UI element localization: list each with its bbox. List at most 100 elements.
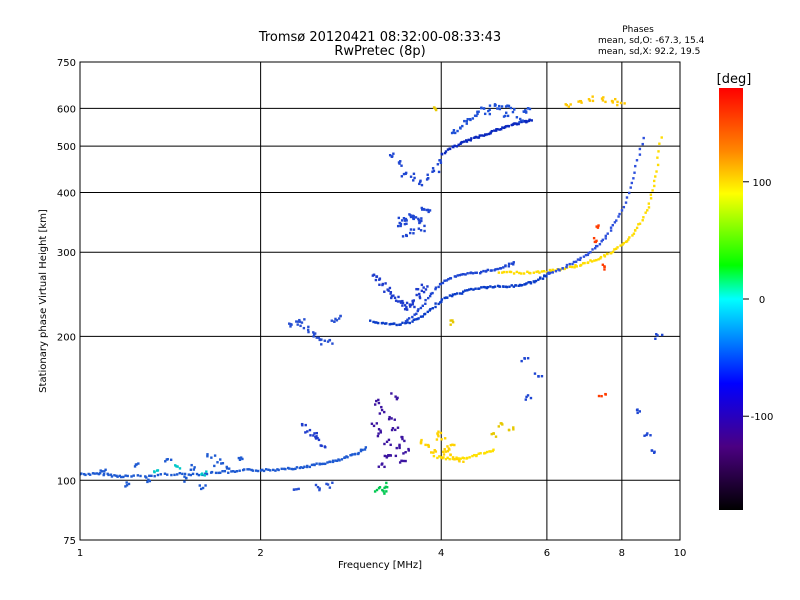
trace-point	[139, 474, 142, 478]
scatter-point	[439, 431, 443, 435]
trace-point	[466, 272, 469, 275]
trace-point	[533, 280, 536, 284]
scatter-point	[203, 474, 206, 477]
trace-point	[351, 453, 354, 456]
trace-point	[470, 137, 473, 140]
trace-point	[335, 459, 339, 463]
trace-point	[599, 257, 602, 260]
scatter-point	[518, 120, 521, 124]
scatter-point	[403, 222, 407, 226]
scatter-point	[378, 283, 381, 286]
scatter-point	[507, 428, 511, 432]
scatter-point	[451, 319, 454, 322]
scatter-point	[506, 114, 510, 118]
scatter-point	[449, 323, 452, 326]
trace-point	[276, 468, 279, 471]
scatter-point	[597, 224, 600, 227]
scatter-point	[389, 454, 393, 457]
trace-point	[361, 448, 364, 452]
y-tick-label: 400	[57, 188, 76, 199]
scatter-point	[377, 398, 380, 402]
scatter-point	[206, 455, 209, 458]
scatter-point	[418, 292, 421, 296]
trace-point	[80, 472, 83, 475]
trace-point	[507, 265, 511, 268]
scatter-point	[413, 176, 416, 180]
trace-point	[489, 450, 492, 453]
scatter-point	[483, 112, 487, 116]
trace-point	[465, 140, 469, 143]
scatter-point	[424, 443, 427, 447]
scatter-point	[148, 479, 152, 483]
scatter-point	[403, 219, 407, 222]
scatter-point	[298, 318, 301, 322]
scatter-point	[401, 299, 404, 303]
trace-point	[416, 309, 419, 313]
scatter-point	[616, 103, 619, 107]
trace-point	[499, 267, 503, 270]
scatter-point	[504, 105, 508, 108]
scatter-point	[335, 319, 339, 322]
scatter-point	[219, 458, 222, 461]
scatter-point	[654, 337, 657, 340]
scatter-point	[418, 221, 421, 225]
trace-point	[477, 136, 481, 139]
trace-point	[448, 147, 452, 151]
scatter-point	[449, 453, 452, 456]
scatter-point	[418, 182, 421, 186]
trace-point	[632, 232, 636, 235]
scatter-point	[601, 263, 605, 266]
trace-point	[122, 475, 125, 479]
trace-point	[527, 281, 530, 284]
scatter-point	[524, 109, 527, 112]
scatter-point	[436, 163, 440, 166]
y-tick-label: 300	[57, 248, 76, 259]
trace-point	[440, 298, 444, 301]
scatter-point	[318, 338, 321, 341]
scatter-point	[413, 305, 416, 309]
scatter-point	[457, 459, 461, 462]
scatter-point	[614, 97, 617, 101]
colorbar-tick-label: -100	[751, 412, 774, 423]
scatter-point	[394, 454, 398, 458]
trace-point	[500, 128, 503, 131]
scatter-point	[432, 169, 436, 173]
y-tick-label: 500	[57, 142, 76, 153]
trace-point	[264, 468, 268, 471]
scatter-point	[300, 422, 304, 426]
trace-point	[334, 459, 337, 462]
trace-point	[587, 251, 590, 255]
trace-point	[159, 473, 162, 476]
trace-point	[641, 142, 644, 146]
scatter-point	[619, 101, 623, 105]
trace-point	[450, 294, 454, 298]
trace-point	[474, 135, 478, 139]
trace-point	[629, 186, 632, 189]
scatter-point	[579, 100, 583, 103]
trace-point	[118, 474, 122, 478]
scatter-point	[225, 467, 229, 470]
trace-point	[444, 457, 448, 461]
scatter-point	[401, 304, 404, 307]
scatter-point	[400, 435, 403, 439]
trace-point	[508, 285, 511, 288]
trace-point	[524, 119, 527, 123]
trace-point	[238, 469, 241, 472]
scatter-point	[166, 457, 169, 461]
scatter-point	[453, 443, 456, 447]
trace-point	[223, 469, 227, 473]
trace-point	[518, 271, 521, 275]
scatter-point	[292, 488, 296, 491]
trace-point	[359, 448, 363, 452]
scatter-point	[373, 403, 377, 406]
scatter-point	[210, 456, 213, 459]
trace-point	[638, 222, 642, 225]
scatter-point	[99, 469, 102, 472]
trace-point	[579, 263, 583, 267]
trace-point	[479, 270, 483, 274]
scatter-point	[537, 375, 540, 378]
scatter-point	[623, 102, 626, 105]
trace-point	[454, 275, 458, 278]
trace-point	[320, 462, 323, 466]
trace-point	[493, 129, 496, 132]
